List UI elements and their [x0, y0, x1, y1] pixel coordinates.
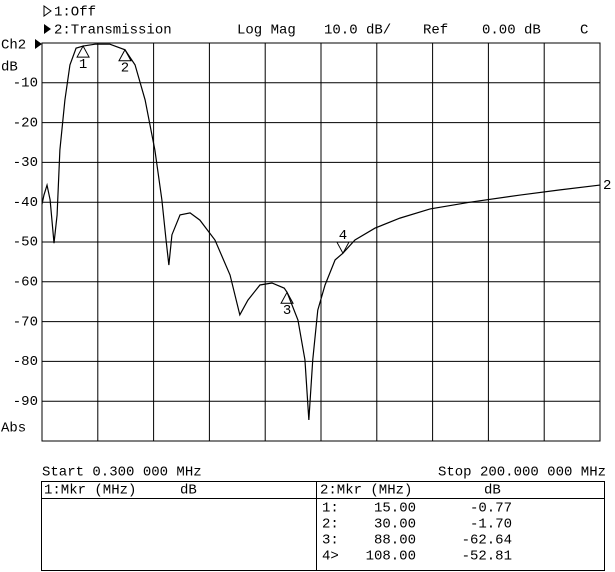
y-tick-label: -30	[13, 155, 38, 171]
y-tick-label: -50	[13, 235, 38, 251]
ref-label: Ref	[423, 23, 448, 39]
marker-value: -62.64	[462, 533, 512, 549]
y-tick-label: -60	[13, 275, 38, 291]
marker-freq: 30.00	[374, 517, 416, 533]
stop-freq: Stop 200.000 000 MHz	[438, 465, 606, 481]
ref-pointer	[35, 39, 42, 49]
y-tick-label: -20	[13, 115, 38, 131]
y-tick-label: -80	[13, 354, 38, 370]
marker-tables: 1:Mkr (MHz) dB 2:Mkr (MHz) dB 1: 15.00 -0.77 2:…	[44, 483, 512, 565]
channel: Ch2	[1, 38, 26, 54]
trace1-label: 1:Off	[54, 5, 96, 21]
trace1-indicator	[43, 5, 52, 17]
marker-freq: 108.00	[366, 549, 416, 565]
marker	[76, 45, 90, 58]
table-unit: dB	[484, 483, 501, 499]
marker-value: -52.81	[462, 549, 512, 565]
trace2-indicator	[44, 24, 51, 34]
y-tick-label: -70	[13, 314, 38, 330]
trace-label: 2	[603, 178, 611, 194]
y-tick-label: -90	[13, 394, 38, 410]
marker	[280, 291, 294, 304]
y-unit: dB	[1, 60, 18, 76]
marker-freq: 88.00	[374, 533, 416, 549]
y-tick-label: -40	[13, 195, 38, 211]
trace	[41, 43, 601, 420]
marker	[336, 241, 350, 255]
format: Log Mag	[237, 23, 296, 39]
marker-label: 3	[283, 303, 291, 319]
start-freq: Start 0.300 000 MHz	[42, 465, 202, 481]
table-title: 1:Mkr (MHz)	[44, 483, 136, 499]
marker	[118, 48, 132, 62]
marker-id: 2:	[322, 517, 339, 533]
table-title: 2:Mkr (MHz)	[320, 483, 412, 499]
flag: C	[580, 23, 588, 39]
marker-label: 4	[339, 228, 347, 244]
marker-table-frame	[41, 481, 605, 571]
table-unit: dB	[180, 483, 197, 499]
marker-value: -1.70	[470, 517, 512, 533]
marker-label: 2	[121, 60, 129, 76]
marker-value: -0.77	[470, 501, 512, 517]
y-tick-label: -10	[13, 76, 38, 92]
marker-id: 3:	[322, 533, 339, 549]
ref-value: 0.00 dB	[482, 23, 541, 39]
marker-id: 4>	[322, 549, 339, 565]
marker-freq: 15.00	[374, 501, 416, 517]
y-mode: Abs	[1, 421, 26, 437]
trace2-label: 2:Transmission	[54, 23, 172, 39]
marker-id: 1:	[322, 501, 339, 517]
scale: 10.0 dB/	[324, 23, 391, 39]
marker-label: 1	[79, 57, 87, 73]
